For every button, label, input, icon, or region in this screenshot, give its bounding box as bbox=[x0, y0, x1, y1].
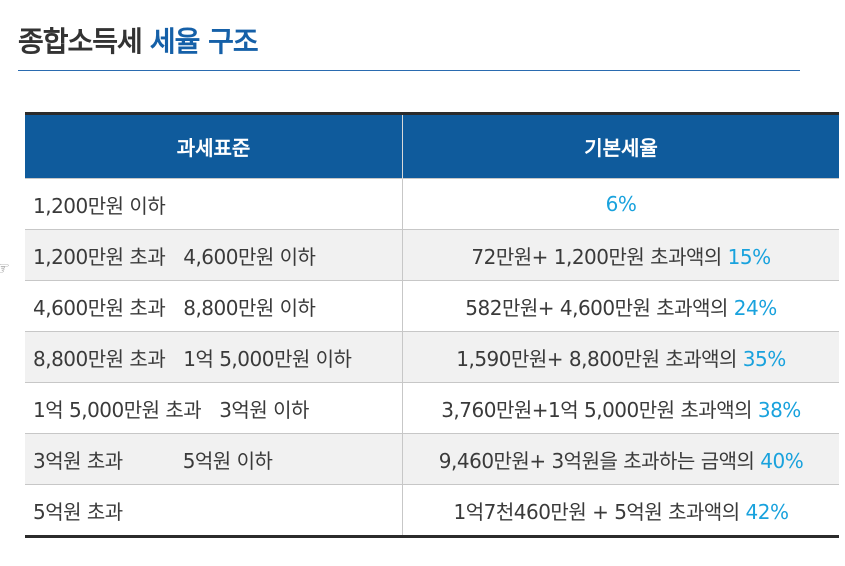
rate-percent: 24% bbox=[733, 295, 777, 320]
rate-cell: 6% bbox=[402, 178, 839, 230]
range-from: 1억 5,000만원 초과 bbox=[33, 397, 202, 422]
range-to: 1억 5,000만원 이하 bbox=[183, 346, 352, 371]
range-from: 8,800만원 초과 bbox=[33, 346, 166, 371]
column-header-base-rate: 기본세율 bbox=[402, 113, 839, 179]
range-from: 1,200만원 초과 bbox=[33, 244, 166, 269]
title-divider bbox=[18, 70, 800, 71]
hand-cursor-icon: ☞ bbox=[0, 258, 11, 279]
table-row: 3억원 초과 5억원 이하 9,460만원+ 3억원을 초과하는 금액의 40% bbox=[25, 433, 839, 485]
rate-cell: 1,590만원+ 8,800만원 초과액의 35% bbox=[402, 331, 839, 383]
range-to: 5억원 이하 bbox=[182, 448, 273, 473]
table-row: 1,200만원 이하 6% bbox=[25, 178, 839, 230]
rate-percent: 40% bbox=[760, 448, 804, 473]
range-to: 3억원 이하 bbox=[219, 397, 309, 422]
tax-rate-table: 과세표준 기본세율 1,200만원 이하 6% 1,200만원 초과 4,600만… bbox=[25, 112, 839, 538]
rate-formula: 582만원+ 4,600만원 초과액의 bbox=[465, 295, 734, 320]
rate-percent: 35% bbox=[742, 346, 786, 371]
rate-cell: 9,460만원+ 3억원을 초과하는 금액의 40% bbox=[402, 433, 839, 485]
range-to: 4,600만원 이하 bbox=[183, 244, 316, 269]
rate-cell: 582만원+ 4,600만원 초과액의 24% bbox=[402, 280, 839, 332]
range-from: 5억원 초과 bbox=[33, 499, 123, 524]
rate-formula: 1,590만원+ 8,800만원 초과액의 bbox=[456, 346, 743, 371]
rate-formula: 72만원+ 1,200만원 초과액의 bbox=[471, 244, 728, 269]
rate-percent: 6% bbox=[605, 192, 637, 216]
rate-cell: 1억7천460만원 + 5억원 초과액의 42% bbox=[402, 484, 839, 537]
page-title-main: 종합소득세 bbox=[18, 25, 143, 58]
column-header-tax-base: 과세표준 bbox=[25, 113, 403, 179]
table-row: 5억원 초과 1억7천460만원 + 5억원 초과액의 42% bbox=[25, 484, 839, 537]
rate-percent: 42% bbox=[745, 499, 789, 524]
tax-base-cell: 1,200만원 초과 4,600만원 이하 bbox=[25, 229, 403, 281]
table-row: 1,200만원 초과 4,600만원 이하 72만원+ 1,200만원 초과액의 … bbox=[25, 229, 839, 281]
rate-cell: 3,760만원+1억 5,000만원 초과액의 38% bbox=[402, 382, 839, 434]
table-row: 4,600만원 초과 8,800만원 이하 582만원+ 4,600만원 초과액의… bbox=[25, 280, 839, 332]
rate-formula: 3,760만원+1억 5,000만원 초과액의 bbox=[441, 397, 758, 422]
tax-base-cell: 1,200만원 이하 bbox=[25, 178, 403, 230]
tax-base-cell: 5억원 초과 bbox=[25, 484, 403, 537]
rate-percent: 38% bbox=[757, 397, 801, 422]
tax-base-cell: 3억원 초과 5억원 이하 bbox=[25, 433, 403, 485]
page-title-accent: 세율 구조 bbox=[149, 25, 259, 58]
tax-base-cell: 1억 5,000만원 초과 3억원 이하 bbox=[25, 382, 403, 434]
rate-cell: 72만원+ 1,200만원 초과액의 15% bbox=[402, 229, 839, 281]
range-from: 4,600만원 초과 bbox=[33, 295, 166, 320]
table-row: 8,800만원 초과 1억 5,000만원 이하 1,590만원+ 8,800만원… bbox=[25, 331, 839, 383]
range-from: 1,200만원 이하 bbox=[33, 193, 166, 218]
range-to: 8,800만원 이하 bbox=[183, 295, 316, 320]
tax-base-cell: 4,600만원 초과 8,800만원 이하 bbox=[25, 280, 403, 332]
page-title: 종합소득세 세율 구조 bbox=[18, 20, 259, 60]
rate-formula: 1억7천460만원 + 5억원 초과액의 bbox=[453, 499, 746, 524]
rate-percent: 15% bbox=[727, 244, 771, 269]
table-header-row: 과세표준 기본세율 bbox=[25, 113, 839, 179]
range-from: 3억원 초과 bbox=[33, 448, 123, 473]
tax-base-cell: 8,800만원 초과 1억 5,000만원 이하 bbox=[25, 331, 403, 383]
table-row: 1억 5,000만원 초과 3억원 이하 3,760만원+1억 5,000만원 초… bbox=[25, 382, 839, 434]
rate-formula: 9,460만원+ 3억원을 초과하는 금액의 bbox=[438, 448, 761, 473]
